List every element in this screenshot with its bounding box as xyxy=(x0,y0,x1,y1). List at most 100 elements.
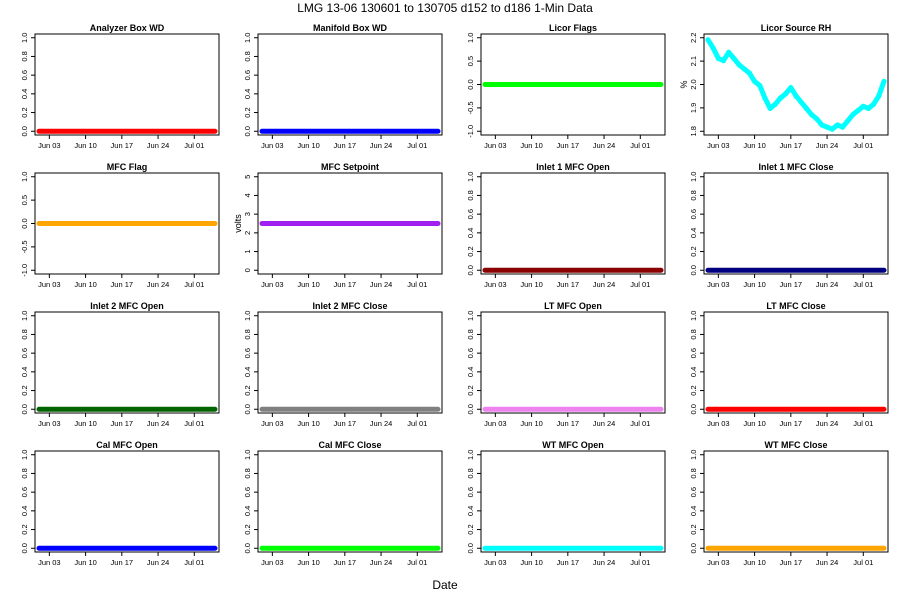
x-tick-label: Jun 17 xyxy=(780,558,803,567)
data-point xyxy=(834,122,841,128)
panel: Manifold Box WD 0.0 0.2 0.4 0.6 0.8 1.0 Jun 03 J… xyxy=(243,23,443,150)
y-tick-label: 0 xyxy=(243,268,252,272)
x-tick-label: Jul 01 xyxy=(407,419,427,428)
y-tick-label: 0.2 xyxy=(20,385,29,395)
data-point xyxy=(865,105,872,111)
x-tick-label: Jun 10 xyxy=(297,419,320,428)
panel-grid: Analyzer Box WD 0.0 0.2 0.4 0.6 0.8 1.0 Jun 03 J… xyxy=(20,23,889,567)
y-tick-label: 1.0 xyxy=(20,311,29,321)
x-tick-label: Jun 17 xyxy=(111,141,134,150)
panel-title: Inlet 2 MFC Open xyxy=(90,301,164,311)
x-tick-label: Jun 24 xyxy=(147,558,170,567)
data-point xyxy=(850,112,856,118)
y-tick-label: 5 xyxy=(243,175,252,179)
y-tick-label: 0.8 xyxy=(243,329,252,339)
panel: LT MFC Close 0.0 0.2 0.4 0.6 0.8 1.0 Jun 03 Jun … xyxy=(689,301,889,428)
data-point xyxy=(798,99,804,105)
data-point xyxy=(741,66,747,72)
y-tick-label: -0.5 xyxy=(466,101,475,114)
y-tick-label: 0.8 xyxy=(689,190,698,200)
data-point xyxy=(720,58,727,64)
y-tick-label: 0.0 xyxy=(20,404,29,414)
x-tick-label: Jul 01 xyxy=(630,558,650,567)
plot-frame xyxy=(703,450,889,553)
panel: Cal MFC Open 0.0 0.2 0.4 0.6 0.8 1.0 Jun 03 Jun … xyxy=(20,440,220,567)
y-tick-label: 0.4 xyxy=(243,506,252,516)
y-tick-label: 0.6 xyxy=(243,348,252,358)
x-tick-label: Jun 03 xyxy=(484,558,507,567)
x-tick-label: Jul 01 xyxy=(184,558,204,567)
x-tick-label: Jun 03 xyxy=(707,141,730,150)
plot-frame xyxy=(34,450,220,553)
x-tick-label: Jun 24 xyxy=(816,280,839,289)
panel-title: Cal MFC Close xyxy=(318,440,381,450)
panel-title: Inlet 1 MFC Close xyxy=(758,162,833,172)
data-point xyxy=(871,101,877,107)
plot-frame xyxy=(480,172,666,275)
x-tick-label: Jun 24 xyxy=(816,558,839,567)
data-point xyxy=(788,85,794,91)
panel-title: MFC Setpoint xyxy=(321,162,379,172)
data-point xyxy=(751,78,758,84)
data-point xyxy=(726,49,732,55)
y-tick-label: 1.0 xyxy=(466,33,475,43)
panel-title: MFC Flag xyxy=(107,162,148,172)
x-tick-label: Jun 03 xyxy=(707,558,730,567)
data-point xyxy=(710,45,716,51)
data-point xyxy=(757,82,763,89)
y-tick-label: 0.0 xyxy=(20,126,29,136)
y-tick-label: 3 xyxy=(243,212,252,216)
y-tick-label: 0.0 xyxy=(689,543,698,553)
panel-title: Inlet 1 MFC Open xyxy=(536,162,610,172)
x-tick-label: Jun 10 xyxy=(297,558,320,567)
panel: Inlet 1 MFC Open 0.0 0.2 0.4 0.6 0.8 1.0 Jun 03… xyxy=(466,162,666,289)
x-tick-label: Jun 24 xyxy=(147,419,170,428)
y-tick-label: 0.4 xyxy=(466,367,475,377)
x-tick-label: Jun 17 xyxy=(557,558,580,567)
panel: Inlet 1 MFC Close 0.0 0.2 0.4 0.6 0.8 1.0 Jun 0… xyxy=(689,162,889,289)
plot-frame xyxy=(257,311,443,414)
plot-frame xyxy=(480,450,666,553)
panel-title: WT MFC Close xyxy=(765,440,828,450)
data-point xyxy=(808,112,815,118)
x-tick-label: Jul 01 xyxy=(853,419,873,428)
data-point xyxy=(731,55,737,62)
x-tick-label: Jun 10 xyxy=(520,419,543,428)
x-tick-label: Jul 01 xyxy=(630,141,650,150)
y-tick-label: 0.8 xyxy=(243,468,252,478)
y-tick-label: -0.5 xyxy=(20,240,29,253)
x-tick-label: Jun 24 xyxy=(370,141,393,150)
panel-title: Analyzer Box WD xyxy=(90,23,165,33)
y-tick-label: 0.0 xyxy=(243,126,252,136)
y-tick-label: 0.0 xyxy=(243,404,252,414)
data-point xyxy=(777,95,784,101)
plot-frame xyxy=(703,172,889,275)
x-tick-label: Jul 01 xyxy=(184,419,204,428)
x-tick-label: Jul 01 xyxy=(853,141,873,150)
y-tick-label: 0.4 xyxy=(689,367,698,377)
y-tick-label: 0.0 xyxy=(20,218,29,228)
x-tick-label: Jun 24 xyxy=(370,419,393,428)
y-axis-label: volts xyxy=(233,214,243,233)
panel-title: Inlet 2 MFC Close xyxy=(312,301,387,311)
y-tick-label: 1.0 xyxy=(689,172,698,182)
panel-title: Cal MFC Open xyxy=(96,440,158,450)
y-tick-label: 0.2 xyxy=(243,524,252,534)
y-tick-label: 0.6 xyxy=(243,70,252,80)
x-tick-label: Jun 10 xyxy=(743,419,766,428)
y-tick-label: 1.0 xyxy=(466,311,475,321)
panel-title: Licor Flags xyxy=(549,23,597,33)
data-point xyxy=(829,126,835,132)
x-tick-label: Jun 10 xyxy=(520,558,543,567)
x-tick-label: Jun 10 xyxy=(743,141,766,150)
x-tick-label: Jun 03 xyxy=(707,280,730,289)
plot-frame xyxy=(703,311,889,414)
x-tick-label: Jun 17 xyxy=(111,419,134,428)
y-tick-label: 0.4 xyxy=(20,367,29,377)
panel: MFC Setpoint 0 1 2 3 4 5 Jun 03 Jun 10 Jun 17 Jun … xyxy=(233,162,443,289)
data-point xyxy=(793,93,799,99)
x-tick-label: Jun 10 xyxy=(743,280,766,289)
y-tick-label: 0.6 xyxy=(689,209,698,219)
x-tick-label: Jun 24 xyxy=(593,280,616,289)
